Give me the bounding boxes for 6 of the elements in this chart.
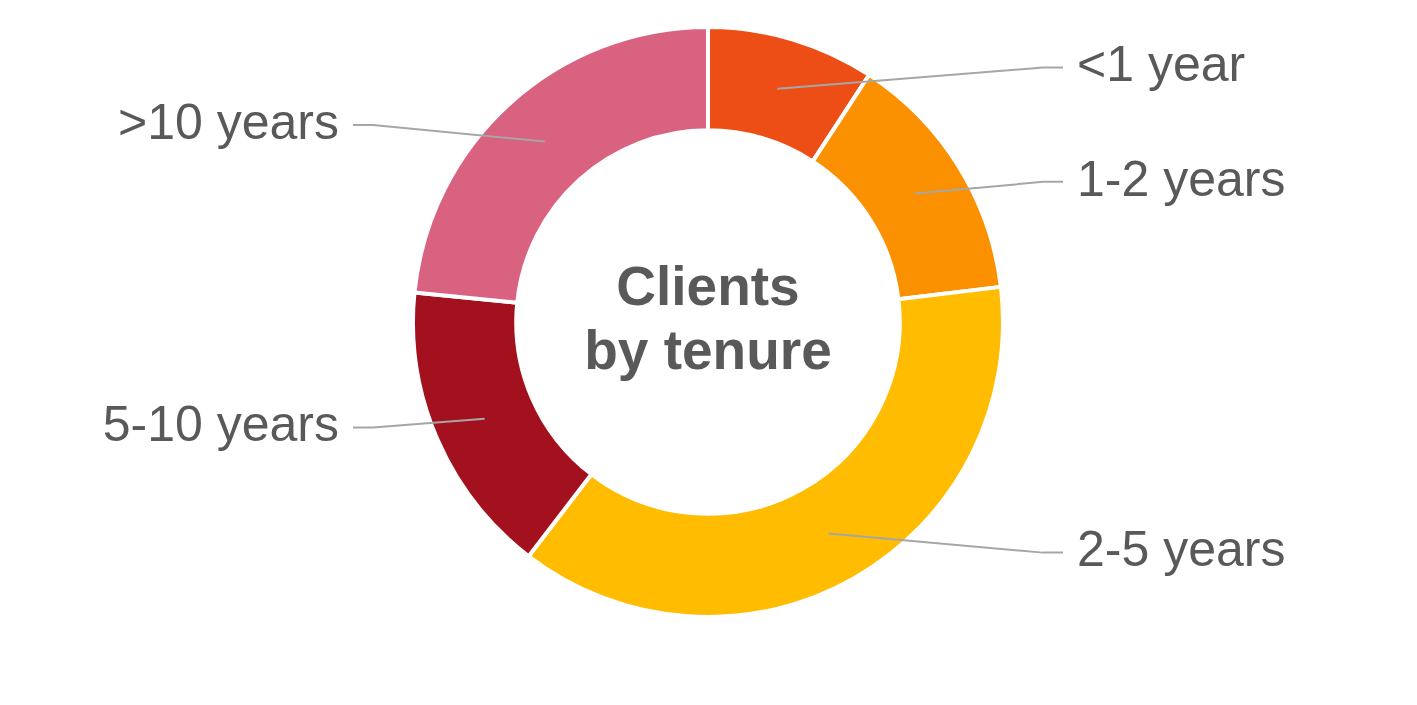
slice-label: >10 years <box>118 93 339 150</box>
text: Clients by tenure <box>584 255 832 382</box>
slice-label: <1 year <box>1077 36 1246 93</box>
slice-label: 1-2 years <box>1077 150 1286 207</box>
slice-label: 2-5 years <box>1077 521 1286 578</box>
slice-label: 5-10 years <box>102 396 339 453</box>
